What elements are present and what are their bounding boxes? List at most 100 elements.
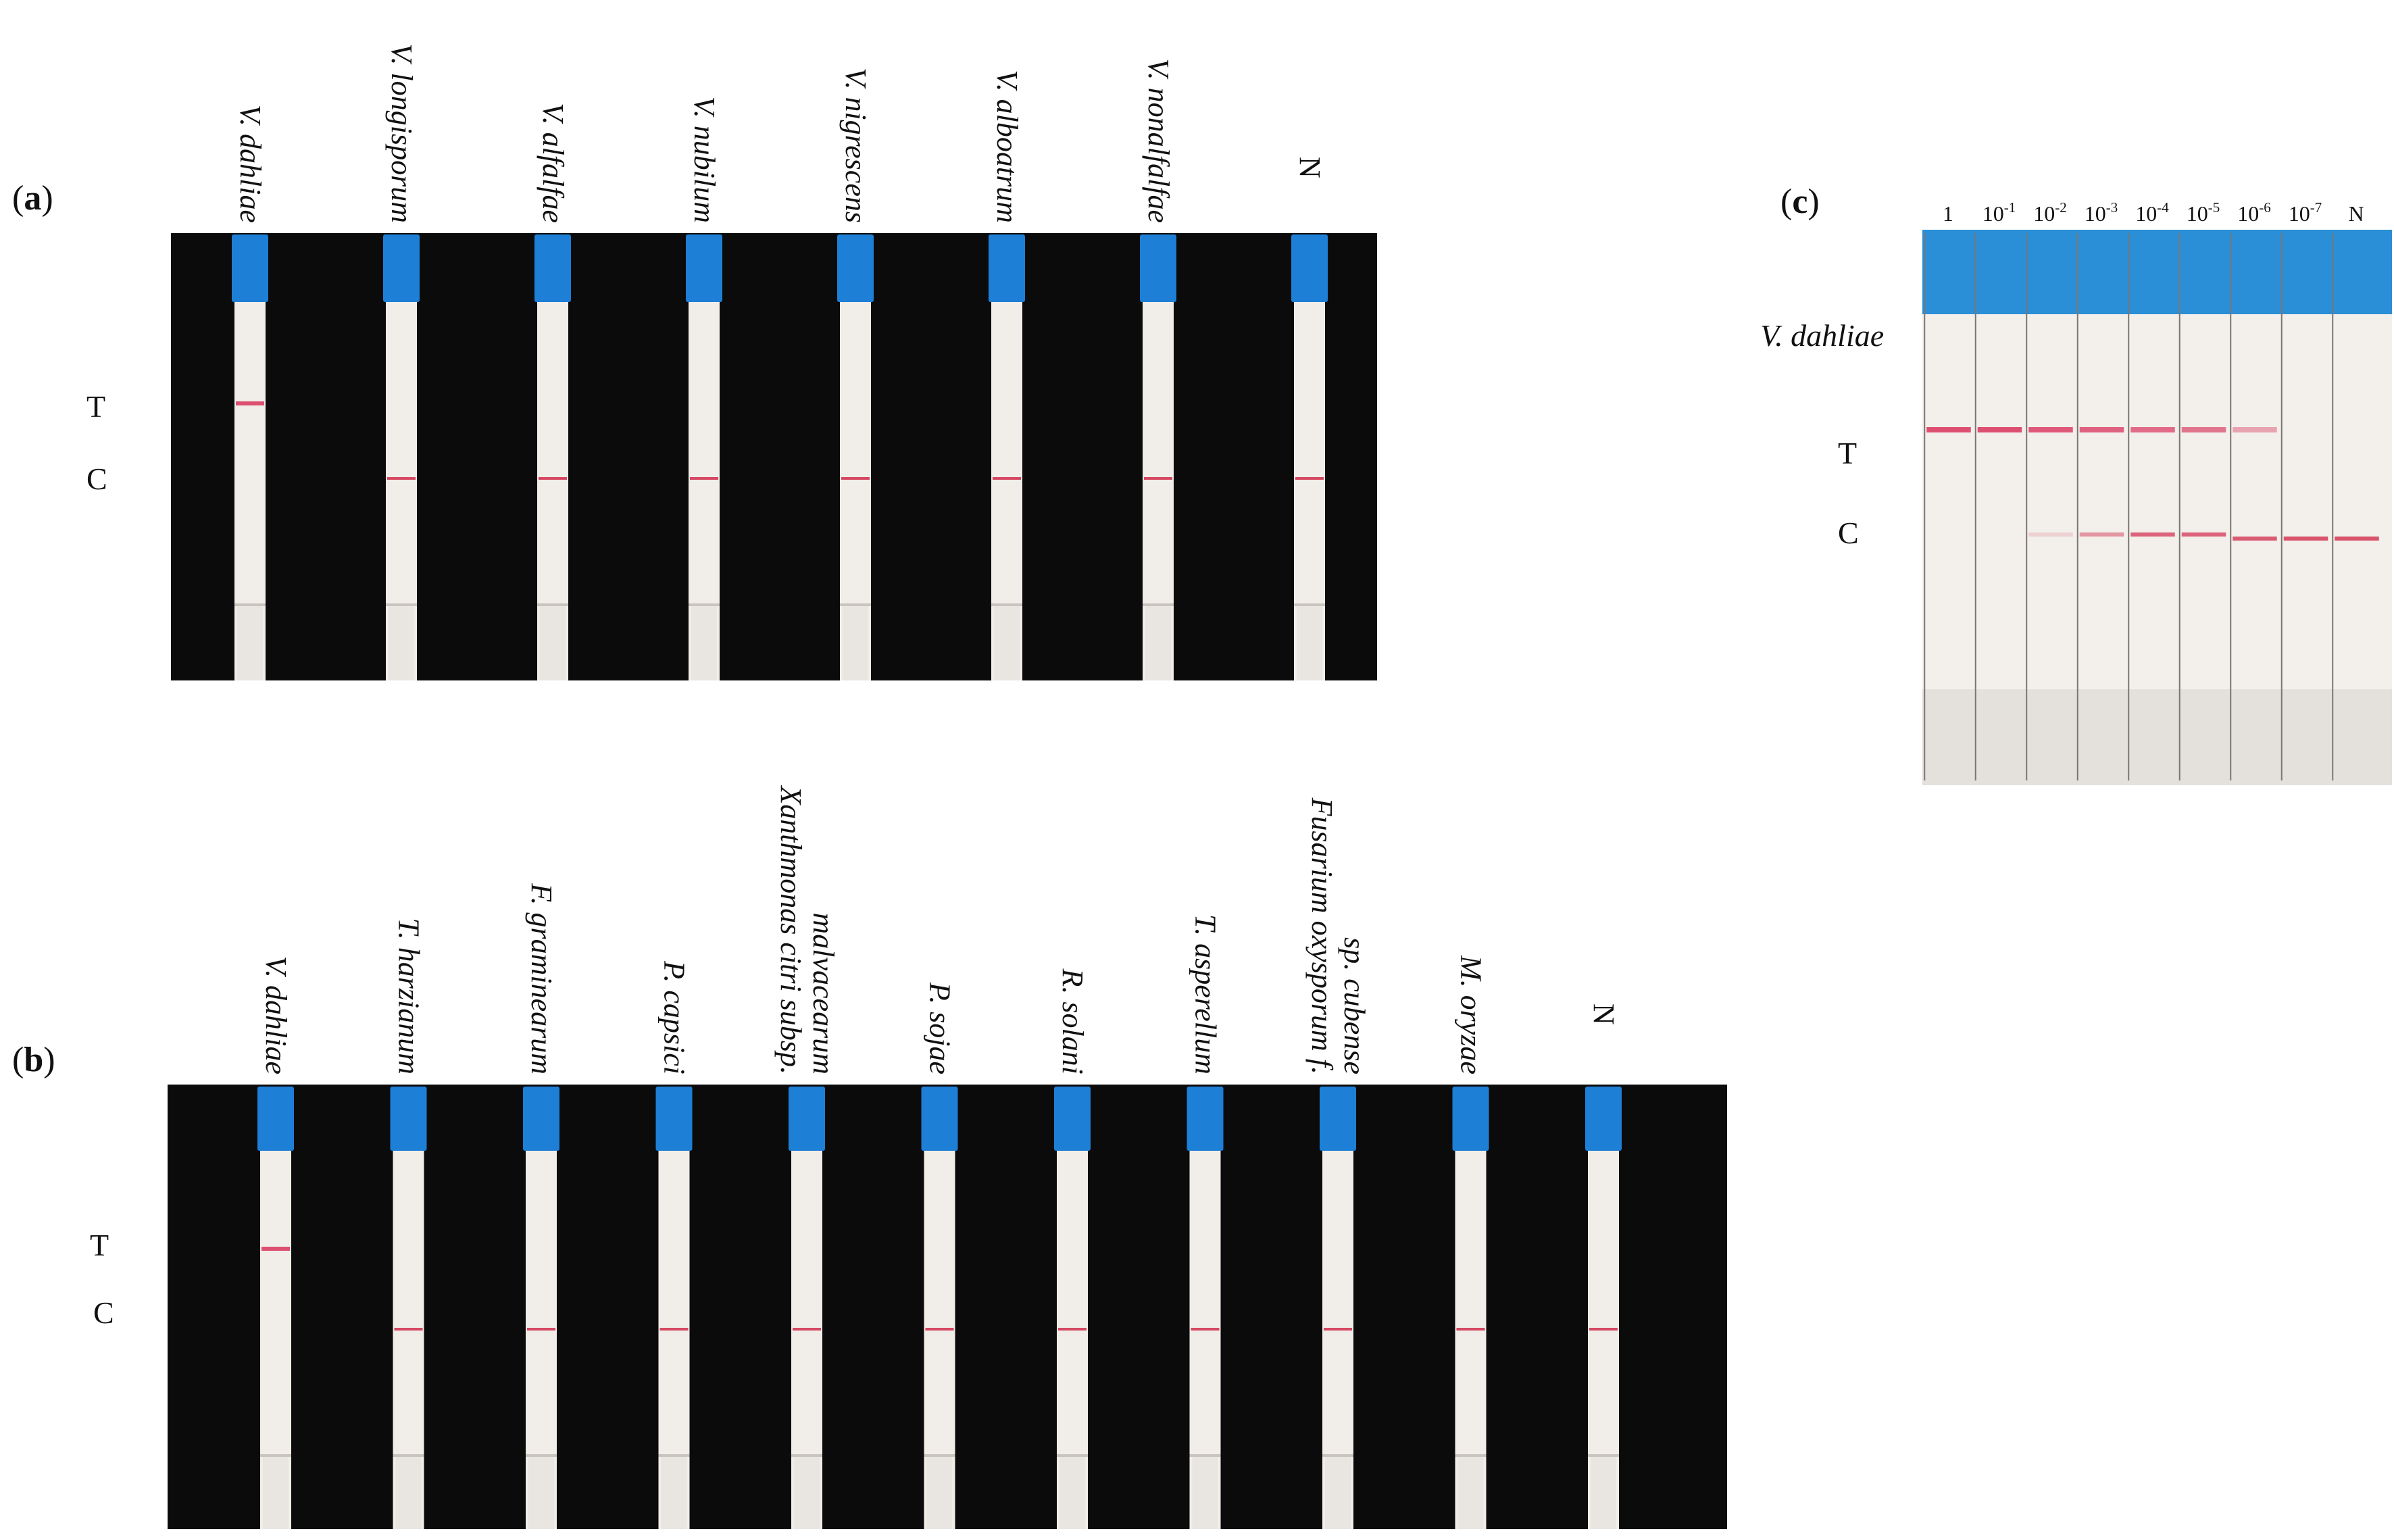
strip-label: T. harzianum [393,918,426,1074]
strip-divider [2026,233,2028,780]
strip-pad-edge [537,603,568,606]
column-header: 10-6 [2237,199,2271,226]
test-strip [1054,1087,1091,1529]
strip-pad-edge [1294,603,1325,606]
panel-c: (c) 1 10-1 10-2 10-3 10-4 10-5 10-6 10-7 N V. da… [1760,182,2392,785]
control-line [2233,537,2277,541]
strip-cap [534,234,571,302]
control-line [1058,1328,1087,1331]
strip-pad [994,606,1020,680]
column-header: 10-5 [2187,199,2220,226]
column-header: 10-4 [2135,199,2169,226]
test-line [236,401,264,405]
strip-cap [383,234,420,302]
panel-b-label: (b) [12,1041,55,1079]
control-line [841,477,870,480]
dilution-strip [2332,233,2379,780]
test-strip [1320,1087,1356,1529]
strip-cap [1187,1087,1224,1151]
control-line [2335,537,2379,541]
strip-label-text: N [1293,157,1326,178]
strip-divider [1924,233,1926,780]
dilution-strip [1974,233,2022,780]
strip-label: F. graminearum [525,883,558,1074]
strip-pad [1325,1457,1351,1529]
strip-pad-edge [658,1454,690,1457]
panel-b-row-label-c: C [93,1295,114,1330]
control-line [2079,532,2124,537]
test-strip [257,1087,294,1529]
test-strip [390,1087,427,1529]
strip-pad-edge [791,1454,822,1457]
test-strip [1187,1087,1224,1529]
strip-pad-edge [1143,603,1174,606]
dilution-strip [2076,233,2124,780]
strip-cap [789,1087,825,1151]
control-line [659,1328,689,1331]
strip-divider [2230,233,2232,780]
strip-pad [1457,1457,1484,1529]
control-line [1324,1328,1352,1331]
strip-label-text: V. nigrescens [839,68,872,223]
test-line [2079,427,2124,432]
strip-label-text: P. capsici [658,960,691,1074]
strip-pad-edge [393,1454,424,1457]
dilution-strip [2026,233,2073,780]
control-line [2181,532,2226,537]
control-line [539,477,567,480]
strip-label: M. oryzae [1455,955,1488,1074]
strip-label: Fusarium oxysporum f. sp. cubense [1305,797,1371,1074]
test-line [2181,427,2226,432]
panel-b-row-label-t: T [90,1228,109,1262]
panel-c-column-headers: 1 10-1 10-2 10-3 10-4 10-5 10-6 10-7 N [1943,199,2364,226]
strip-pad-edge [1588,1454,1619,1457]
test-strip [789,1087,825,1529]
panel-b-strips [257,1087,1622,1529]
strip-pad-edge [991,603,1022,606]
test-line [1926,427,1971,432]
strip-cap [989,234,1025,302]
strip-pad-edge [234,603,266,606]
strip-cap [390,1087,427,1151]
test-strip [1140,234,1176,680]
control-line [2130,532,2175,537]
strip-label: V. nonalfalfae [1142,58,1175,223]
panel-a-row-label-t: T [86,389,105,424]
strip-pad [1591,1457,1616,1529]
strip-cap [686,234,722,302]
control-line [527,1328,555,1331]
strip-label-text: M. oryzae [1455,955,1488,1074]
strip-label: N [1293,157,1326,178]
strip-cap [837,234,874,302]
strip-cap [655,1087,693,1151]
strip-label: P. capsici [658,960,691,1074]
strip-label-text: malvacearum [807,913,840,1075]
test-strip [921,1087,958,1529]
panel-c-row-label-c: C [1838,516,1859,550]
strip-pad [661,1457,687,1529]
strip-cap [1320,1087,1356,1151]
strip-divider [1974,233,1976,780]
panel-a: (a) V. dahliae V. longisporum V. alfalfae V… [12,43,1377,680]
strip-pad-edge [386,603,417,606]
strip-label: T. asperellum [1189,914,1222,1074]
strip-label: V. nigrescens [839,68,872,223]
test-strip [989,234,1025,680]
test-strip [686,234,722,680]
strip-pad-edge [526,1454,557,1457]
strip-label-text: V. alboatrum [991,70,1024,223]
control-line [925,1328,954,1331]
strip-label-text: V. dahliae [234,105,267,223]
strip-pad [395,1457,422,1529]
strip-label: V. dahliae [234,105,267,223]
strip-pad [528,1457,554,1529]
strip-pad [540,606,566,680]
dilution-strip [2178,233,2226,780]
control-line [793,1328,821,1331]
strip-label-text: V. alfalfae [537,103,570,223]
panel-c-species-label: V. dahliae [1760,318,1884,353]
control-line [2028,532,2073,537]
column-header: 10-2 [2033,199,2067,226]
test-strip [523,1087,559,1529]
strip-label-text: Xanthmonas citri subsp. [774,785,807,1074]
